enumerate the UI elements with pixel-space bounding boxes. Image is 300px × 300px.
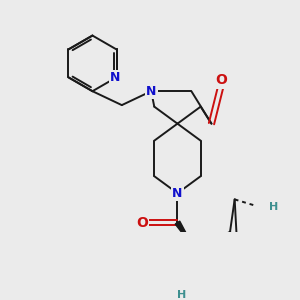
Text: H: H — [178, 290, 187, 300]
Polygon shape — [175, 221, 194, 249]
Text: O: O — [215, 74, 227, 87]
Text: N: N — [172, 187, 183, 200]
Text: O: O — [136, 216, 148, 230]
Text: H: H — [269, 202, 278, 212]
Text: N: N — [110, 71, 120, 84]
Text: N: N — [146, 85, 156, 98]
